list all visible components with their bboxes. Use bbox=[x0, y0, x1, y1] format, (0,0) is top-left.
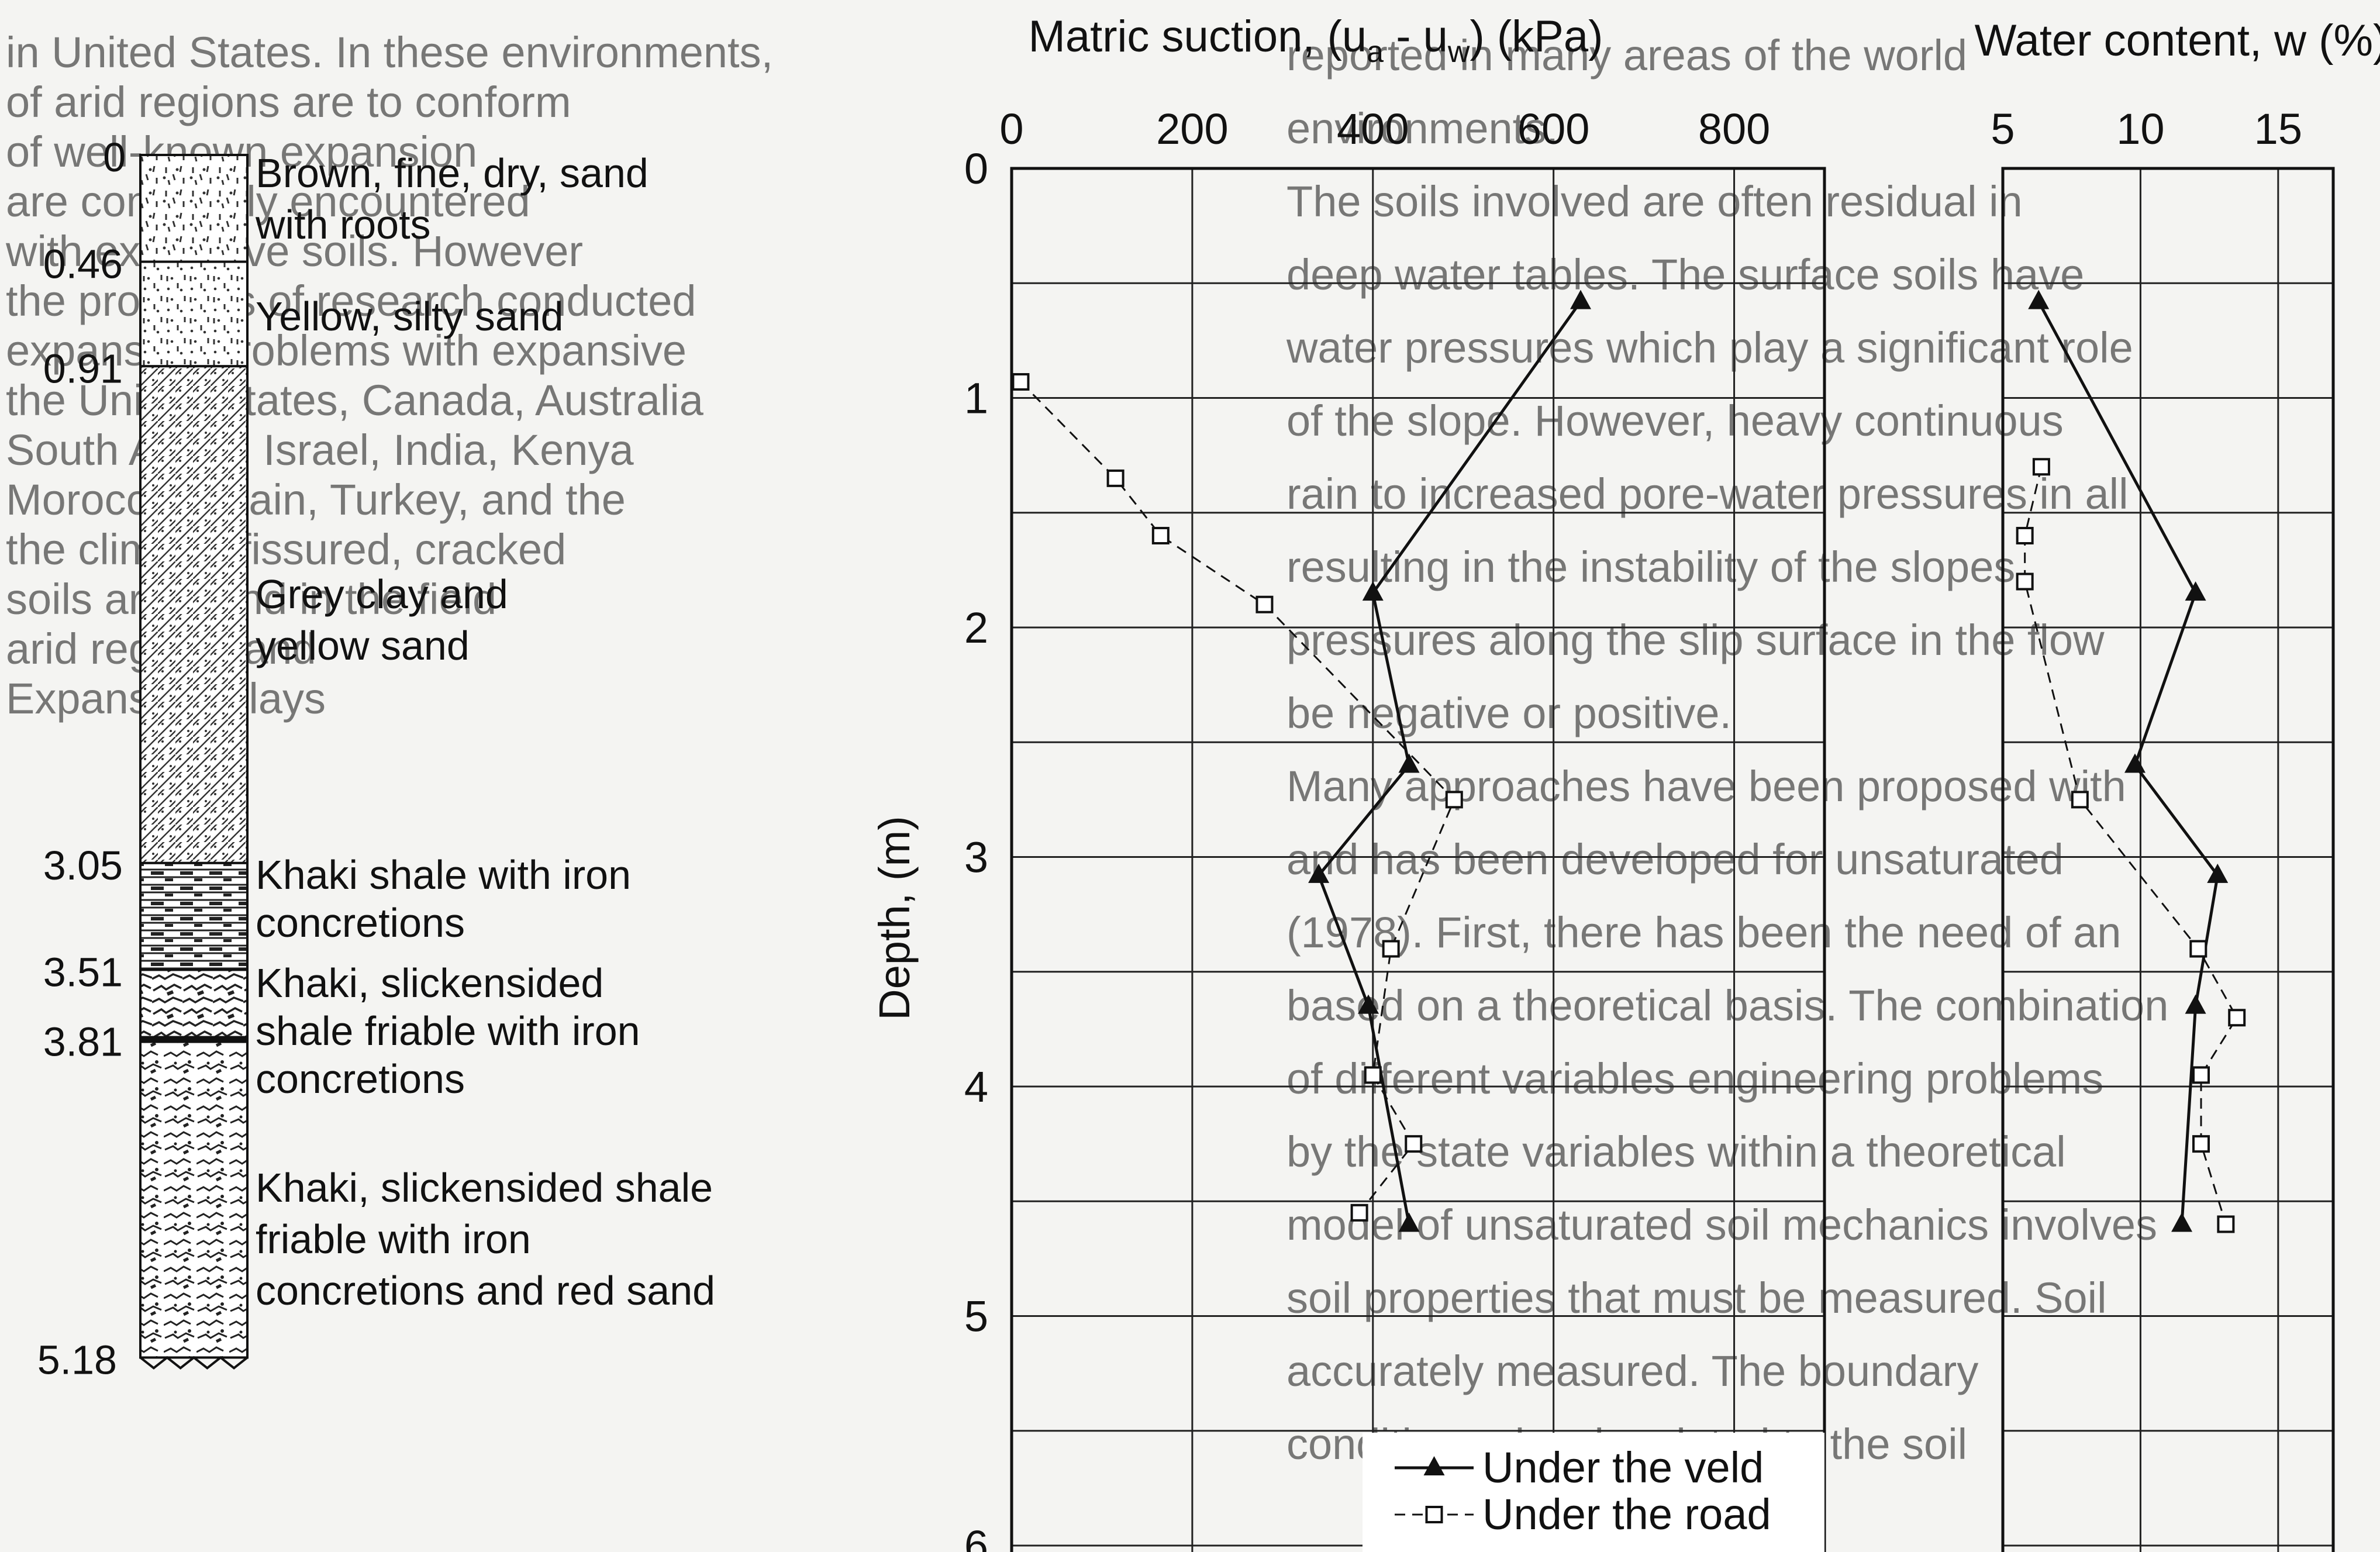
legend-label-veld: Under the veld bbox=[1482, 1443, 1764, 1492]
layer-description: friable with iron bbox=[256, 1216, 531, 1262]
x-tick-label: 600 bbox=[1517, 105, 1589, 153]
legend-box bbox=[1363, 1433, 1824, 1552]
marker-square bbox=[2189, 940, 2207, 958]
legend-marker-square bbox=[1425, 1506, 1443, 1523]
layer-description: concretions and red sand bbox=[256, 1268, 715, 1313]
layer-description: shale friable with iron bbox=[256, 1008, 640, 1054]
plot-frame bbox=[2001, 167, 2335, 1552]
marker-square bbox=[2016, 527, 2034, 544]
layer-description: concretions bbox=[256, 1056, 465, 1102]
series-line-road bbox=[1020, 381, 1455, 1213]
profile-depth-label: 0.46 bbox=[43, 242, 123, 287]
soil-layer bbox=[139, 1038, 249, 1359]
title-part: - u bbox=[1384, 12, 1448, 61]
x-tick-label: 10 bbox=[2116, 105, 2164, 153]
series-line-road bbox=[2024, 466, 2238, 1225]
marker-triangle bbox=[1308, 863, 1330, 883]
profile-depth-label: 5.18 bbox=[37, 1337, 117, 1382]
chart-title-matric-suction: Matric suction, (ua - uw) (kPa) bbox=[1029, 12, 1603, 69]
profile-depth-label: 0.91 bbox=[43, 346, 123, 391]
marker-square bbox=[1255, 595, 1274, 613]
marker-triangle bbox=[1570, 289, 1591, 309]
y-tick-label: 6 bbox=[964, 1522, 988, 1552]
title-part: ) (kPa) bbox=[1470, 12, 1603, 61]
x-tick-label: 0 bbox=[999, 105, 1023, 153]
layer-description: concretions bbox=[256, 900, 465, 946]
x-tick-label: 15 bbox=[2254, 105, 2302, 153]
soil-layer bbox=[139, 968, 249, 1041]
y-tick-label: 2 bbox=[964, 603, 988, 652]
x-tick-label: 5 bbox=[1991, 105, 2015, 153]
soil-layer bbox=[139, 260, 249, 368]
layer-description: yellow sand bbox=[256, 623, 470, 668]
soil-layer bbox=[139, 861, 249, 971]
marker-square bbox=[2192, 1066, 2210, 1084]
marker-triangle bbox=[2185, 994, 2206, 1014]
marker-triangle bbox=[1398, 1212, 1420, 1232]
series-line-veld bbox=[1317, 301, 1582, 1225]
marker-triangle bbox=[2124, 753, 2146, 773]
marker-triangle bbox=[1358, 994, 1379, 1014]
marker-triangle bbox=[2207, 863, 2229, 883]
profile-depth-label: 3.81 bbox=[43, 1019, 123, 1065]
marker-square bbox=[2228, 1009, 2246, 1027]
marker-square bbox=[1364, 1066, 1382, 1084]
profile-depth-label: 3.05 bbox=[43, 843, 123, 888]
title-part: Matric suction, (u bbox=[1029, 12, 1367, 61]
y-tick-label: 3 bbox=[964, 833, 988, 882]
marker-square bbox=[2016, 572, 2034, 591]
marker-square bbox=[1382, 940, 1400, 958]
marker-square bbox=[1405, 1135, 1423, 1153]
marker-square bbox=[1445, 791, 1463, 809]
chart-title-water-content: Water content, w (%) bbox=[1975, 16, 2380, 65]
marker-square bbox=[1012, 373, 1030, 391]
y-tick-label: 4 bbox=[964, 1063, 988, 1111]
series-line-veld bbox=[2037, 301, 2219, 1225]
layer-description: Khaki, slickensided shale bbox=[256, 1165, 713, 1210]
marker-square bbox=[1151, 527, 1170, 544]
soil-layer bbox=[139, 154, 249, 263]
marker-triangle bbox=[1398, 753, 1420, 773]
layer-description: Grey clay and bbox=[256, 571, 508, 617]
title-part: a bbox=[1367, 35, 1384, 69]
soil-layer bbox=[139, 365, 249, 864]
marker-triangle bbox=[2185, 581, 2206, 601]
concretion-band bbox=[140, 1036, 247, 1043]
layer-description: Khaki shale with iron bbox=[256, 852, 631, 898]
profile-depth-label: 3.51 bbox=[43, 949, 123, 995]
y-axis-label: Depth, (m) bbox=[870, 816, 919, 1020]
marker-triangle bbox=[2171, 1212, 2193, 1232]
marker-square bbox=[1350, 1203, 1368, 1222]
layer-description: Khaki, slickensided bbox=[256, 960, 603, 1006]
marker-square bbox=[2071, 791, 2089, 809]
profile-bottom-edge bbox=[139, 1356, 249, 1370]
marker-triangle bbox=[2028, 289, 2050, 309]
marker-square bbox=[1106, 469, 1125, 487]
legend-marker-triangle bbox=[1423, 1456, 1445, 1475]
y-tick-label: 0 bbox=[964, 144, 988, 193]
y-tick-label: 5 bbox=[964, 1292, 988, 1341]
x-tick-label: 800 bbox=[1698, 105, 1770, 153]
y-tick-label: 1 bbox=[964, 374, 988, 423]
profile-depth-label: 0 bbox=[103, 134, 126, 180]
marker-square bbox=[2217, 1215, 2235, 1233]
marker-square bbox=[2192, 1135, 2210, 1153]
x-tick-label: 200 bbox=[1156, 105, 1228, 153]
marker-triangle bbox=[1362, 581, 1384, 601]
x-tick-label: 400 bbox=[1337, 105, 1409, 153]
layer-description: Yellow, silty sand bbox=[256, 294, 564, 339]
title-part: w bbox=[1447, 35, 1470, 69]
plot-frame bbox=[1010, 167, 1826, 1552]
marker-square bbox=[2032, 458, 2050, 476]
layer-description: with roots bbox=[255, 202, 431, 247]
layer-description: Brown, fine, dry, sand bbox=[256, 150, 649, 196]
legend-label-road: Under the road bbox=[1482, 1490, 1771, 1539]
